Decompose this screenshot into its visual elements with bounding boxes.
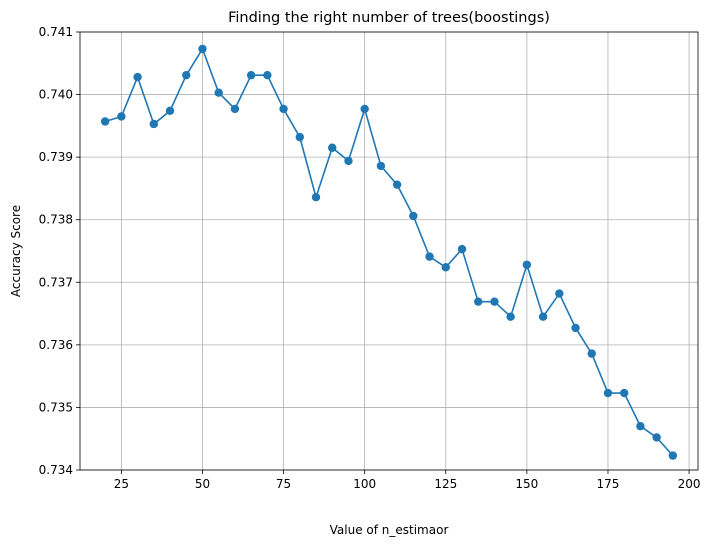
data-point	[165, 106, 175, 116]
data-point	[522, 260, 532, 269]
y-tick-label: 0.741	[39, 25, 73, 39]
data-point	[474, 297, 483, 306]
axis-ticks: 25 50 75 100 125 150 175 200 0.734 0.735 0.736 0.73…	[39, 25, 701, 491]
x-tick-label: 25	[114, 477, 129, 491]
data-point	[636, 422, 645, 431]
x-tick-label: 200	[678, 477, 701, 491]
series	[100, 44, 678, 460]
y-tick-label: 0.738	[39, 213, 73, 227]
data-point	[587, 349, 596, 358]
data-point	[555, 289, 564, 298]
x-tick-label: 150	[515, 477, 538, 491]
data-point	[652, 433, 661, 442]
x-axis-label: Value of n_estimaor	[330, 523, 449, 537]
data-point	[100, 117, 110, 126]
data-point	[117, 112, 126, 121]
chart-title: Finding the right number of trees(boosti…	[228, 10, 550, 26]
data-point	[182, 70, 191, 80]
data-point	[441, 263, 450, 272]
data-point	[668, 451, 678, 460]
y-tick-label: 0.734	[39, 463, 73, 477]
data-point	[198, 44, 207, 54]
grid	[80, 31, 698, 471]
data-point	[506, 312, 515, 321]
x-tick-label: 125	[434, 477, 457, 491]
series-line	[104, 47, 674, 457]
data-point	[490, 297, 499, 306]
data-point	[425, 252, 434, 261]
data-point	[279, 104, 288, 114]
data-point	[295, 132, 304, 142]
plot-frame	[79, 31, 699, 471]
data-point	[376, 161, 386, 171]
x-tick-label: 100	[353, 477, 376, 491]
data-point	[360, 104, 369, 114]
data-point	[246, 70, 256, 80]
y-tick-label: 0.740	[39, 88, 73, 102]
data-point	[603, 388, 613, 398]
y-tick-label: 0.737	[39, 275, 73, 289]
y-tick-label: 0.739	[39, 150, 73, 164]
data-point	[214, 88, 223, 97]
y-tick-label: 0.736	[39, 338, 73, 352]
data-point	[538, 312, 548, 321]
data-point	[619, 388, 629, 398]
data-point	[328, 143, 337, 152]
data-point	[571, 323, 580, 333]
x-tick-label: 50	[195, 477, 210, 491]
data-point	[344, 156, 353, 166]
data-point	[263, 70, 272, 80]
data-point	[149, 119, 159, 129]
data-point	[457, 244, 467, 254]
y-axis-label: Accuracy Score	[9, 205, 23, 297]
y-tick-label: 0.735	[39, 400, 73, 414]
data-point	[311, 192, 321, 202]
data-point	[230, 104, 240, 114]
data-point	[392, 180, 402, 189]
data-point	[409, 211, 418, 221]
x-tick-label: 75	[276, 477, 291, 491]
x-tick-label: 175	[597, 477, 620, 491]
data-point	[133, 72, 142, 82]
